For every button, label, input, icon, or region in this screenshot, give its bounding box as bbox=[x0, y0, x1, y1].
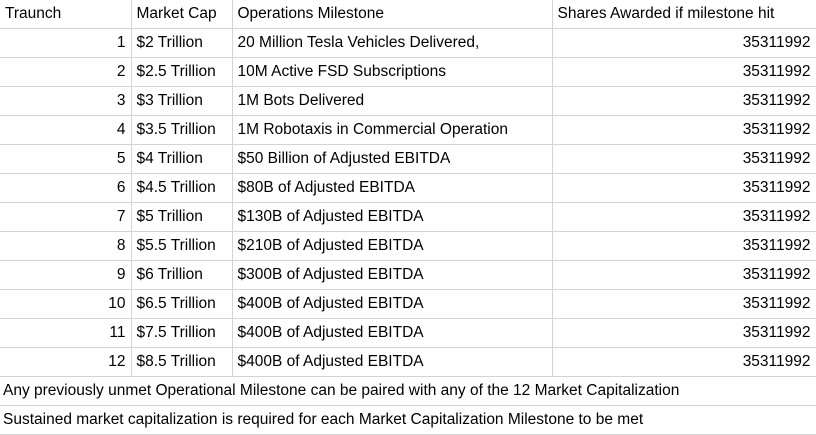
cell-market-cap[interactable]: $7.5 Trillion bbox=[131, 318, 233, 348]
cell-market-cap[interactable]: $5 Trillion bbox=[131, 202, 233, 232]
table-row[interactable]: 9 $6 Trillion $300B of Adjusted EBITDA 3… bbox=[0, 260, 816, 290]
column-header-market-cap: Market Cap bbox=[131, 0, 233, 29]
cell-shares-awarded[interactable]: 35311992 bbox=[552, 318, 816, 348]
table-row[interactable]: 6 $4.5 Trillion $80B of Adjusted EBITDA … bbox=[0, 173, 816, 203]
cell-traunch[interactable]: 6 bbox=[0, 173, 132, 203]
cell-operations-milestone[interactable]: 1M Robotaxis in Commercial Operation bbox=[232, 115, 553, 145]
table-row[interactable]: 5 $4 Trillion $50 Billion of Adjusted EB… bbox=[0, 144, 816, 174]
cell-shares-awarded[interactable]: 35311992 bbox=[552, 289, 816, 319]
cell-traunch[interactable]: 2 bbox=[0, 57, 132, 87]
cell-operations-milestone[interactable]: $50 Billion of Adjusted EBITDA bbox=[232, 144, 553, 174]
column-header-operations-milestone: Operations Milestone bbox=[232, 0, 553, 29]
footnote-row[interactable]: Sustained market capitalization is requi… bbox=[0, 405, 816, 435]
cell-operations-milestone[interactable]: $210B of Adjusted EBITDA bbox=[232, 231, 553, 261]
cell-traunch[interactable]: 11 bbox=[0, 318, 132, 348]
cell-market-cap[interactable]: $6 Trillion bbox=[131, 260, 233, 290]
table-row[interactable]: 2 $2.5 Trillion 10M Active FSD Subscript… bbox=[0, 57, 816, 87]
table-row[interactable]: 12 $8.5 Trillion $400B of Adjusted EBITD… bbox=[0, 347, 816, 377]
footnote-row[interactable]: Any previously unmet Operational Milesto… bbox=[0, 376, 816, 406]
cell-operations-milestone[interactable]: 10M Active FSD Subscriptions bbox=[232, 57, 553, 87]
cell-shares-awarded[interactable]: 35311992 bbox=[552, 173, 816, 203]
cell-traunch[interactable]: 1 bbox=[0, 28, 132, 58]
cell-operations-milestone[interactable]: $400B of Adjusted EBITDA bbox=[232, 318, 553, 348]
cell-shares-awarded[interactable]: 35311992 bbox=[552, 86, 816, 116]
cell-shares-awarded[interactable]: 35311992 bbox=[552, 57, 816, 87]
table-header-row: Traunch Market Cap Operations Milestone … bbox=[0, 0, 816, 29]
cell-traunch[interactable]: 4 bbox=[0, 115, 132, 145]
table-row[interactable]: 10 $6.5 Trillion $400B of Adjusted EBITD… bbox=[0, 289, 816, 319]
cell-market-cap[interactable]: $4.5 Trillion bbox=[131, 173, 233, 203]
cell-market-cap[interactable]: $3.5 Trillion bbox=[131, 115, 233, 145]
cell-market-cap[interactable]: $3 Trillion bbox=[131, 86, 233, 116]
column-header-shares-awarded: Shares Awarded if milestone hit bbox=[552, 0, 816, 29]
cell-operations-milestone[interactable]: $300B of Adjusted EBITDA bbox=[232, 260, 553, 290]
cell-shares-awarded[interactable]: 35311992 bbox=[552, 231, 816, 261]
cell-market-cap[interactable]: $2.5 Trillion bbox=[131, 57, 233, 87]
table-row[interactable]: 1 $2 Trillion 20 Million Tesla Vehicles … bbox=[0, 28, 816, 58]
cell-traunch[interactable]: 7 bbox=[0, 202, 132, 232]
cell-traunch[interactable]: 9 bbox=[0, 260, 132, 290]
cell-operations-milestone[interactable]: 20 Million Tesla Vehicles Delivered, bbox=[232, 28, 553, 58]
cell-market-cap[interactable]: $8.5 Trillion bbox=[131, 347, 233, 377]
cell-shares-awarded[interactable]: 35311992 bbox=[552, 260, 816, 290]
cell-market-cap[interactable]: $4 Trillion bbox=[131, 144, 233, 174]
table-row[interactable]: 11 $7.5 Trillion $400B of Adjusted EBITD… bbox=[0, 318, 816, 348]
footnote-text[interactable]: Sustained market capitalization is requi… bbox=[0, 405, 816, 435]
cell-market-cap[interactable]: $6.5 Trillion bbox=[131, 289, 233, 319]
cell-traunch[interactable]: 3 bbox=[0, 86, 132, 116]
cell-market-cap[interactable]: $5.5 Trillion bbox=[131, 231, 233, 261]
cell-shares-awarded[interactable]: 35311992 bbox=[552, 144, 816, 174]
cell-traunch[interactable]: 5 bbox=[0, 144, 132, 174]
footnote-text[interactable]: Any previously unmet Operational Milesto… bbox=[0, 376, 816, 406]
table-row[interactable]: 8 $5.5 Trillion $210B of Adjusted EBITDA… bbox=[0, 231, 816, 261]
table-row[interactable]: 4 $3.5 Trillion 1M Robotaxis in Commerci… bbox=[0, 115, 816, 145]
cell-operations-milestone[interactable]: $80B of Adjusted EBITDA bbox=[232, 173, 553, 203]
cell-market-cap[interactable]: $2 Trillion bbox=[131, 28, 233, 58]
cell-operations-milestone[interactable]: $130B of Adjusted EBITDA bbox=[232, 202, 553, 232]
column-header-traunch: Traunch bbox=[0, 0, 132, 29]
cell-shares-awarded[interactable]: 35311992 bbox=[552, 347, 816, 377]
table-row[interactable]: 7 $5 Trillion $130B of Adjusted EBITDA 3… bbox=[0, 202, 816, 232]
cell-traunch[interactable]: 12 bbox=[0, 347, 132, 377]
cell-operations-milestone[interactable]: 1M Bots Delivered bbox=[232, 86, 553, 116]
cell-traunch[interactable]: 10 bbox=[0, 289, 132, 319]
cell-shares-awarded[interactable]: 35311992 bbox=[552, 28, 816, 58]
cell-shares-awarded[interactable]: 35311992 bbox=[552, 115, 816, 145]
table-row[interactable]: 3 $3 Trillion 1M Bots Delivered 35311992 bbox=[0, 86, 816, 116]
cell-shares-awarded[interactable]: 35311992 bbox=[552, 202, 816, 232]
cell-operations-milestone[interactable]: $400B of Adjusted EBITDA bbox=[232, 289, 553, 319]
cell-operations-milestone[interactable]: $400B of Adjusted EBITDA bbox=[232, 347, 553, 377]
cell-traunch[interactable]: 8 bbox=[0, 231, 132, 261]
